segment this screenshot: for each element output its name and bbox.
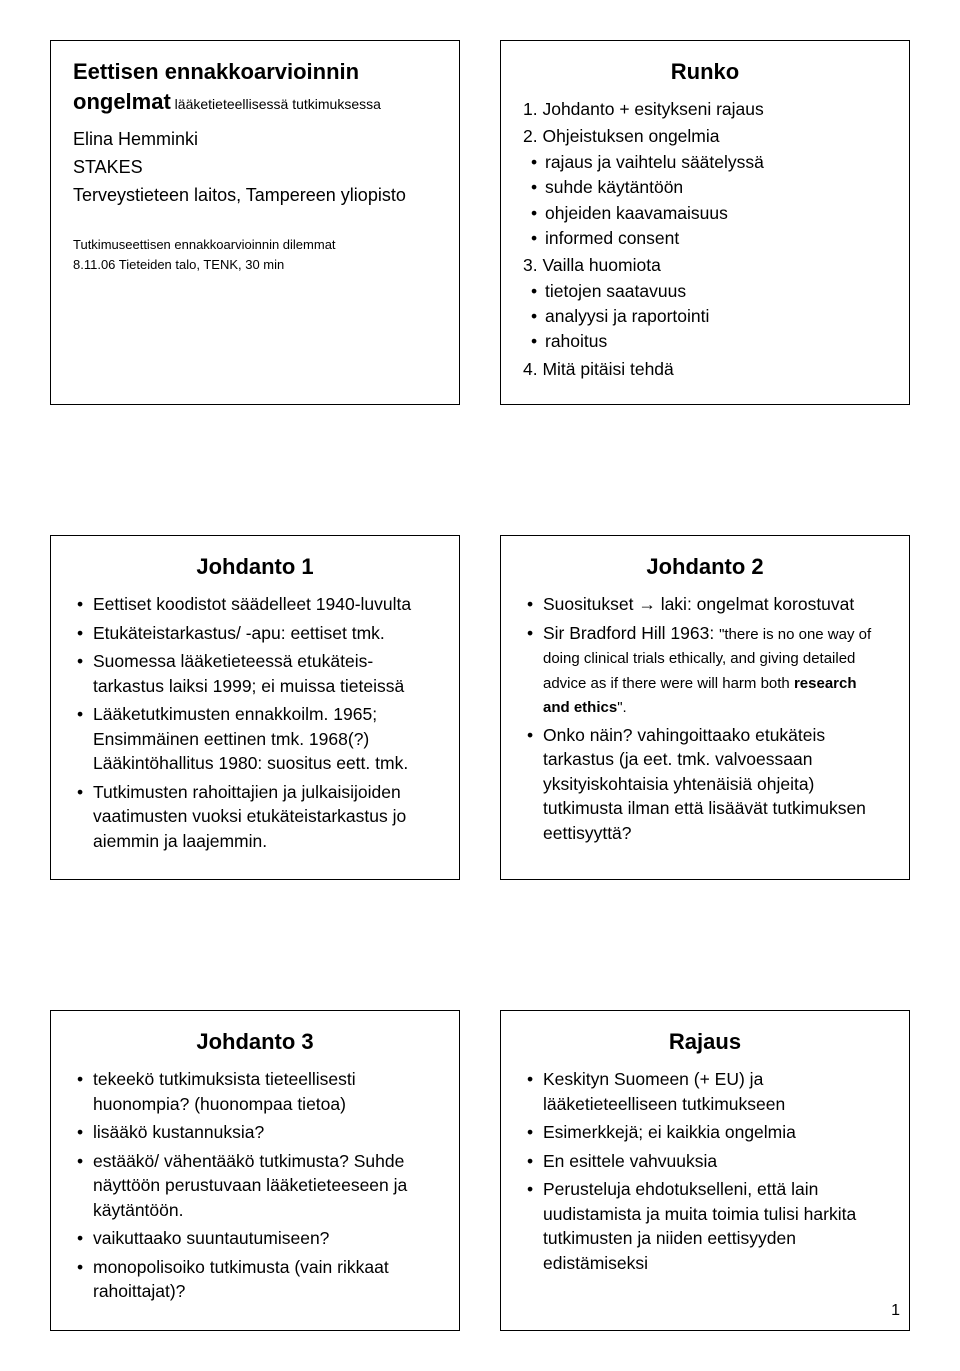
slide-1: Eettisen ennakkoarvioinnin ongelmat lääk… [50,40,460,405]
list-subitem: informed consent [523,226,887,251]
slide-2: Runko 1. Johdanto + esitykseni rajaus 2.… [500,40,910,405]
list-item: En esittele vahvuuksia [527,1149,887,1174]
list-subitem: suhde käytäntöön [523,175,887,200]
list-item: vaikuttaako suuntautumiseen? [77,1226,437,1251]
list-item: Sir Bradford Hill 1963: "there is no one… [527,621,887,719]
slide5-list: tekeekö tutkimuksista tieteellisesti huo… [73,1067,437,1304]
list-item: Lääketutkimusten ennakkoilm. 1965; Ensim… [77,702,437,776]
list-item: Eettiset koodistot säädelleet 1940-luvul… [77,592,437,617]
list-item: Esimerkkejä; ei kaikkia ongelmia [527,1120,887,1145]
slide3-list: Eettiset koodistot säädelleet 1940-luvul… [73,592,437,853]
list-subitem: ohjeiden kaavamaisuus [523,201,887,226]
slide2-list: 1. Johdanto + esitykseni rajaus 2. Ohjei… [523,97,887,382]
list-item: monopolisoiko tutkimusta (vain rikkaat r… [77,1255,437,1304]
list-item: 1. Johdanto + esitykseni rajaus [523,97,887,122]
list-item: tekeekö tutkimuksista tieteellisesti huo… [77,1067,437,1116]
slide2-title: Runko [523,59,887,85]
slide-3: Johdanto 1 Eettiset koodistot säädelleet… [50,535,460,880]
list-item: Suomessa lääketieteessä etukäteis-tarkas… [77,649,437,698]
slide6-list: Keskityn Suomeen (+ EU) ja lääketieteell… [523,1067,887,1275]
slide6-title: Rajaus [523,1029,887,1055]
s4-b2-end: ". [617,699,627,716]
list-item: estääkö/ vähentääkö tutkimusta? Suhde nä… [77,1149,437,1223]
list-subitem: rajaus ja vaihtelu säätelyssä [523,150,887,175]
list-item: 4. Mitä pitäisi tehdä [523,357,887,382]
slide1-title-bold: ongelmat [73,89,171,114]
slide1-author1: Elina Hemminki [73,126,437,152]
list-item: Suositukset → laki: ongelmat korostuvat [527,592,887,617]
slide1-title-small: lääketieteellisessä tutkimuksessa [171,96,381,112]
slide4-title: Johdanto 2 [523,554,887,580]
list-item: Perusteluja ehdotukselleni, että lain uu… [527,1177,887,1275]
page-container: Eettisen ennakkoarvioinnin ongelmat lääk… [0,0,960,1371]
list-item: Onko näin? vahingoittaako etukäteis tark… [527,723,887,846]
slide1-title-line2: ongelmat lääketieteellisessä tutkimukses… [73,89,437,115]
slide1-title-line1: Eettisen ennakkoarvioinnin [73,59,437,85]
slide-4: Johdanto 2 Suositukset → laki: ongelmat … [500,535,910,880]
slide1-author2: STAKES [73,154,437,180]
slide5-title: Johdanto 3 [73,1029,437,1055]
list-item: Tutkimusten rahoittajien ja julkaisijoid… [77,780,437,854]
page-number: 1 [891,1302,900,1320]
list-subitem: tietojen saatavuus [523,279,887,304]
slide3-title: Johdanto 1 [73,554,437,580]
list-item: lisääkö kustannuksia? [77,1120,437,1145]
slide4-list: Suositukset → laki: ongelmat korostuvat … [523,592,887,845]
slide1-footer2: 8.11.06 Tieteiden talo, TENK, 30 min [73,256,437,274]
list-item: Etukäteistarkastus/ -apu: eettiset tmk. [77,621,437,646]
slide-grid: Eettisen ennakkoarvioinnin ongelmat lääk… [50,40,910,1331]
list-item: Keskityn Suomeen (+ EU) ja lääketieteell… [527,1067,887,1116]
slide-5: Johdanto 3 tekeekö tutkimuksista tieteel… [50,1010,460,1331]
slide1-footer1: Tutkimuseettisen ennakkoarvioinnin dilem… [73,236,437,254]
slide1-author3: Terveystieteen laitos, Tampereen yliopis… [73,182,437,208]
list-subitem: analyysi ja raportointi [523,304,887,329]
s4-b2-lead: Sir Bradford Hill 1963: [543,623,719,643]
list-item: 2. Ohjeistuksen ongelmia [523,124,887,149]
list-subitem: rahoitus [523,329,887,354]
list-item: 3. Vailla huomiota [523,253,887,278]
slide-6: Rajaus Keskityn Suomeen (+ EU) ja lääket… [500,1010,910,1331]
